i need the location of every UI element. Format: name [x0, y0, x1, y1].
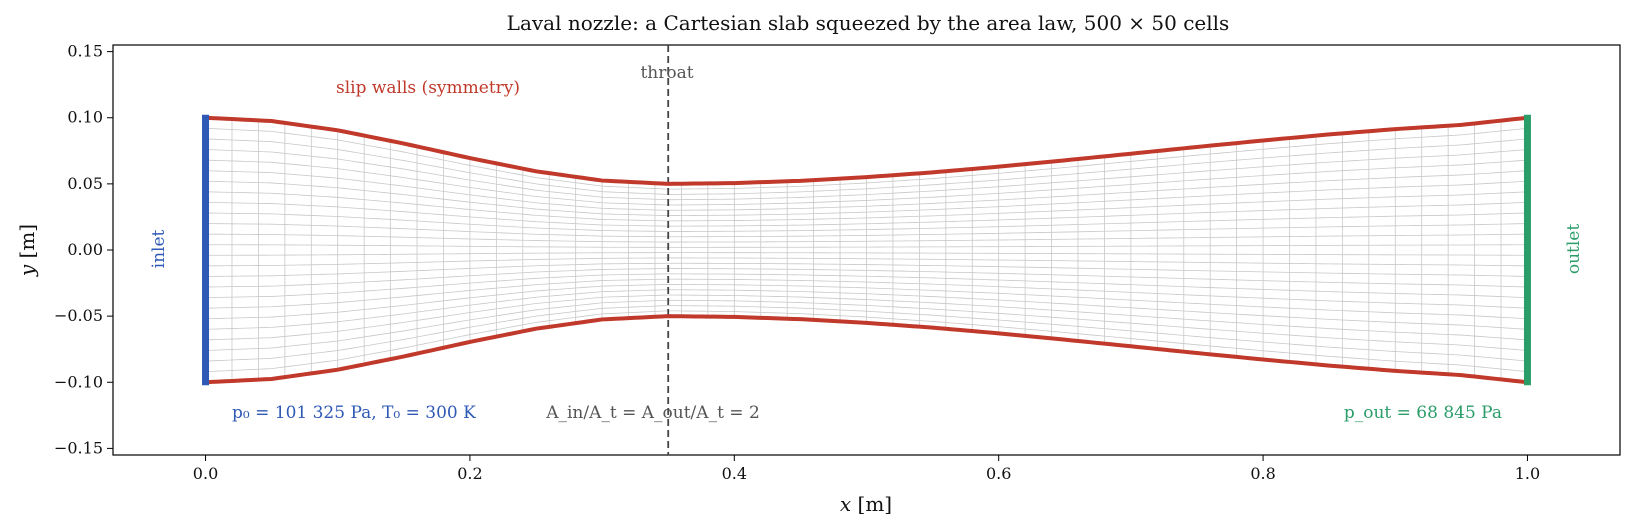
chart-title: Laval nozzle: a Cartesian slab squeezed … [507, 11, 1230, 35]
x-tick-label: 0.0 [193, 464, 218, 483]
outlet-pressure-annotation: p_out = 68 845 Pa [1344, 403, 1502, 423]
slip-walls-annotation: slip walls (symmetry) [336, 78, 520, 98]
x-tick-label: 0.6 [986, 464, 1011, 483]
x-tick-label: 0.4 [722, 464, 747, 483]
y-tick-label: 0.10 [67, 108, 103, 127]
mesh-grid [205, 119, 1528, 381]
x-tick-label: 0.2 [457, 464, 482, 483]
inlet-annotation: inlet [149, 229, 169, 268]
y-tick-label: 0.05 [67, 174, 103, 193]
x-tick-label: 1.0 [1515, 464, 1540, 483]
y-axis-ticks: 0.15 0.10 0.05 0.00 −0.05 −0.10 −0.15 [54, 42, 113, 457]
throat-annotation: throat [640, 63, 693, 83]
y-tick-label: 0.15 [67, 42, 103, 61]
inlet-conditions-annotation: p₀ = 101 325 Pa, T₀ = 300 K [232, 403, 476, 423]
y-axis-label: y [m] [15, 224, 39, 277]
upper-wall-curve [205, 115, 1528, 186]
area-ratio-annotation: A_in/A_t = A_out/A_t = 2 [545, 403, 760, 423]
x-axis-label: x [m] [840, 492, 892, 516]
x-axis-ticks: 0.0 0.2 0.4 0.6 0.8 1.0 [193, 455, 1540, 483]
y-tick-label: −0.05 [54, 306, 103, 325]
lower-wall-curve [205, 314, 1528, 385]
y-tick-label: −0.10 [54, 372, 103, 391]
y-tick-label: 0.00 [67, 240, 103, 259]
outlet-annotation: outlet [1564, 224, 1584, 275]
y-tick-label: −0.15 [54, 438, 103, 457]
x-tick-label: 0.8 [1250, 464, 1275, 483]
